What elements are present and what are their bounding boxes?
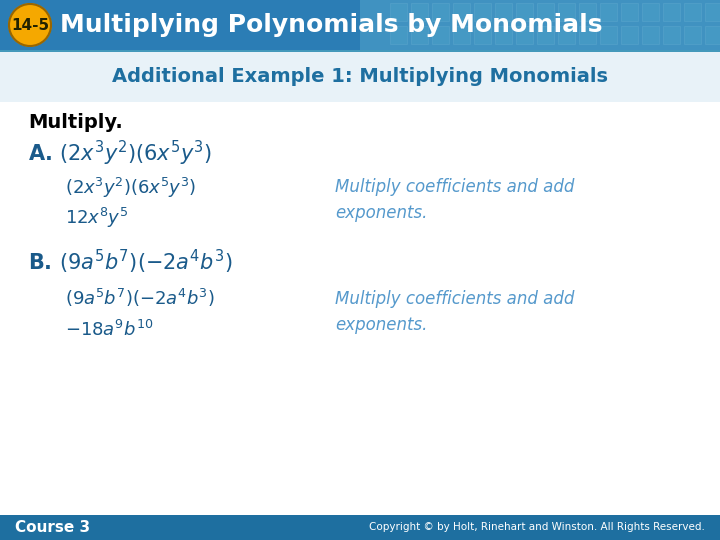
Text: Copyright © by Holt, Rinehart and Winston. All Rights Reserved.: Copyright © by Holt, Rinehart and Winsto… — [369, 522, 705, 532]
Bar — [0, 50, 720, 102]
Text: Multiply coefficients and add
exponents.: Multiply coefficients and add exponents. — [335, 290, 575, 334]
Bar — [453, 26, 470, 44]
Bar — [390, 3, 407, 21]
Bar — [621, 26, 638, 44]
Text: $-18a^9b^{10}$: $-18a^9b^{10}$ — [65, 320, 153, 340]
Bar — [579, 26, 596, 44]
Bar — [0, 50, 720, 52]
Bar — [579, 3, 596, 21]
Bar — [558, 26, 575, 44]
Bar — [663, 3, 680, 21]
Text: B. $(9a^5b^7)(-2a^4b^3)$: B. $(9a^5b^7)(-2a^4b^3)$ — [28, 248, 233, 276]
Bar — [705, 26, 720, 44]
Bar — [360, 0, 720, 50]
Bar — [600, 26, 617, 44]
Bar — [432, 26, 449, 44]
Text: Course 3: Course 3 — [15, 519, 90, 535]
Text: Multiply coefficients and add
exponents.: Multiply coefficients and add exponents. — [335, 178, 575, 222]
Bar — [642, 26, 659, 44]
Bar — [411, 3, 428, 21]
Bar — [495, 26, 512, 44]
Text: $(9a^5b^7)(-2a^4b^3)$: $(9a^5b^7)(-2a^4b^3)$ — [65, 287, 215, 309]
Bar — [516, 26, 533, 44]
Bar — [0, 0, 720, 50]
Bar — [453, 3, 470, 21]
Text: A. $(2x^3y^2)(6x^5y^3)$: A. $(2x^3y^2)(6x^5y^3)$ — [28, 138, 212, 167]
Bar — [537, 26, 554, 44]
Text: $(2x^3y^2)(6x^5y^3)$: $(2x^3y^2)(6x^5y^3)$ — [65, 176, 197, 200]
Bar — [684, 26, 701, 44]
Bar — [537, 3, 554, 21]
Bar — [474, 3, 491, 21]
Bar — [495, 3, 512, 21]
Bar — [474, 26, 491, 44]
Bar — [621, 3, 638, 21]
Bar — [558, 3, 575, 21]
Bar — [642, 3, 659, 21]
Bar — [663, 26, 680, 44]
Bar — [432, 3, 449, 21]
Circle shape — [9, 4, 51, 46]
Bar — [516, 3, 533, 21]
Text: Additional Example 1: Multiplying Monomials: Additional Example 1: Multiplying Monomi… — [112, 66, 608, 85]
Bar — [600, 3, 617, 21]
Text: $12x^8y^5$: $12x^8y^5$ — [65, 206, 128, 230]
Bar — [390, 26, 407, 44]
Text: Multiplying Polynomials by Monomials: Multiplying Polynomials by Monomials — [60, 13, 603, 37]
Bar — [705, 3, 720, 21]
Bar — [0, 515, 720, 540]
Bar — [684, 3, 701, 21]
Text: 14-5: 14-5 — [11, 17, 49, 32]
Text: Multiply.: Multiply. — [28, 112, 122, 132]
Bar — [411, 26, 428, 44]
